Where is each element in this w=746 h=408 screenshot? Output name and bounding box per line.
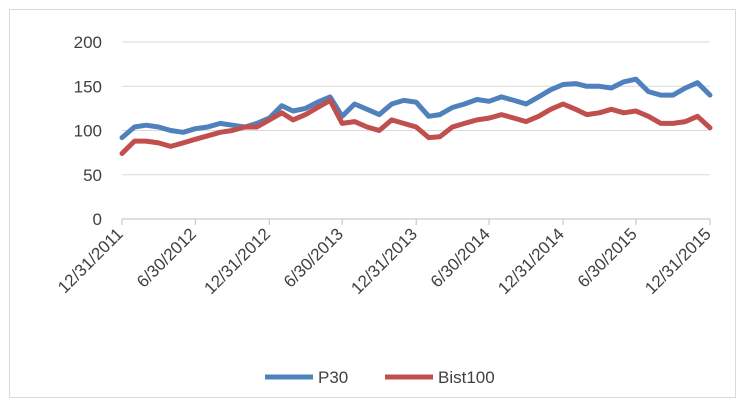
x-tick-label: 12/31/2014: [494, 224, 568, 298]
series-lines: [119, 76, 713, 156]
gridlines: [122, 41, 710, 176]
x-tick-label: 6/30/2015: [574, 224, 641, 291]
y-tick-label: 0: [93, 210, 102, 229]
x-tick-label: 6/30/2013: [280, 224, 347, 291]
chart-frame: 0 50 100 150 200 12/31/2011 6/30/2012 12/31/20…: [9, 9, 736, 398]
y-tick-label: 200: [74, 33, 102, 52]
legend-label-bist100: Bist100: [438, 368, 495, 387]
series-line-p30: [119, 76, 713, 141]
x-tick-label: 12/31/2012: [201, 224, 275, 298]
x-tick-label: 6/30/2012: [133, 224, 200, 291]
y-tick-label: 150: [74, 77, 102, 96]
x-tick-label: 12/31/2011: [54, 224, 127, 297]
x-tick-label: 12/31/2015: [641, 224, 715, 298]
x-axis-ticks: 12/31/2011 6/30/2012 12/31/2012 6/30/2013 12…: [54, 224, 715, 298]
x-tick-label: 12/31/2013: [347, 224, 421, 298]
x-axis: [121, 218, 711, 225]
legend-label-p30: P30: [318, 368, 348, 387]
y-tick-label: 100: [74, 122, 102, 141]
series-line-bist100: [119, 97, 713, 156]
legend: P30 Bist100: [265, 368, 495, 387]
y-axis-ticks: 0 50 100 150 200: [74, 33, 102, 229]
y-tick-label: 50: [83, 166, 102, 185]
x-tick-label: 6/30/2014: [427, 224, 494, 291]
